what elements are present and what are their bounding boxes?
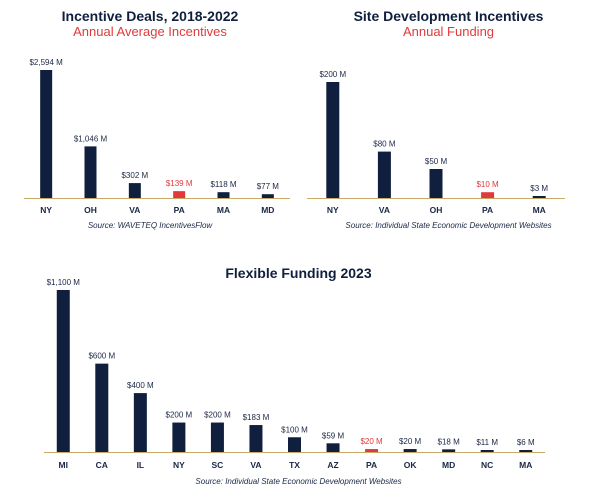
value-label-oh: $1,046 M	[74, 134, 108, 143]
bar-nc	[480, 450, 494, 452]
bar-pa	[365, 449, 379, 452]
category-label-sc: SC	[212, 460, 224, 470]
value-label-md: $18 M	[438, 437, 461, 446]
category-label-pa: PA	[482, 205, 493, 215]
bar-ma	[519, 450, 533, 452]
value-label-va: $302 M	[121, 171, 148, 180]
chart-source: Source: WAVETEQ IncentivesFlow	[87, 221, 213, 230]
bar-ok	[403, 449, 417, 452]
value-label-pa: $139 M	[166, 179, 193, 188]
category-label-mi: MI	[59, 460, 68, 470]
chart-source: Source: Individual State Economic Develo…	[345, 221, 552, 230]
chart-title: Flexible Funding 2023	[225, 265, 372, 281]
chart-flexible-funding: Flexible Funding 2023 $1,100 M MI $600 M CA…	[0, 255, 597, 495]
category-label-pa: PA	[366, 460, 377, 470]
chart-site-development: Site Development Incentives Annual Fundi…	[300, 0, 597, 245]
value-label-ma: $118 M	[210, 180, 236, 189]
bar-pa	[173, 191, 186, 198]
category-label-az: AZ	[327, 460, 338, 470]
bar-il	[133, 393, 147, 452]
value-label-va: $80 M	[373, 140, 396, 149]
category-label-ny: NY	[173, 460, 185, 470]
chart-title: Site Development Incentives	[353, 8, 544, 24]
category-label-ok: OK	[404, 460, 418, 470]
value-label-ny: $200 M	[166, 411, 193, 420]
bar-ma	[532, 196, 546, 198]
value-label-pa: $20 M	[360, 437, 383, 446]
bar-sc	[210, 422, 224, 452]
value-label-ca: $600 M	[88, 352, 115, 361]
bar-md	[442, 449, 456, 452]
value-label-il: $400 M	[127, 381, 154, 390]
bar-ny	[326, 82, 340, 198]
chart-subtitle: Annual Average Incentives	[73, 24, 227, 39]
category-label-tx: TX	[289, 460, 300, 470]
bar-oh	[84, 146, 97, 198]
value-label-ok: $20 M	[399, 437, 422, 446]
bar-chart-svg: $1,100 M MI $600 M CA $400 M IL $200 M NY $200 M…	[44, 278, 545, 470]
category-label-oh: OH	[84, 205, 97, 215]
value-label-tx: $100 M	[281, 425, 308, 434]
category-label-il: IL	[137, 460, 145, 470]
category-label-va: VA	[129, 205, 140, 215]
value-label-mi: $1,100 M	[47, 278, 81, 287]
bar-oh	[429, 169, 443, 198]
value-label-oh: $50 M	[425, 157, 448, 166]
category-label-nc: NC	[481, 460, 493, 470]
bar-ny	[40, 70, 53, 198]
category-label-md: MD	[261, 205, 274, 215]
category-label-ny: NY	[40, 205, 52, 215]
value-label-pa: $10 M	[476, 180, 499, 189]
chart-incentive-deals: Incentive Deals, 2018-2022 Annual Averag…	[0, 0, 300, 245]
bar-tx	[288, 437, 301, 452]
value-label-va: $183 M	[243, 413, 270, 422]
bar-chart-svg: $200 M NY $80 M VA $50 M OH $10 M PA $3 M MA	[307, 70, 565, 215]
bar-chart-svg: $2,594 M NY $1,046 M OH $302 M VA $139 M PA $118…	[24, 58, 290, 215]
category-label-ny: NY	[327, 205, 339, 215]
value-label-az: $59 M	[322, 431, 345, 440]
value-label-ny: $2,594 M	[29, 58, 63, 67]
bar-ma	[217, 192, 230, 198]
value-label-ma: $3 M	[530, 184, 548, 193]
bar-pa	[481, 192, 495, 198]
bar-va	[128, 183, 141, 198]
bar-va	[377, 151, 391, 198]
chart-title: Incentive Deals, 2018-2022	[61, 8, 239, 24]
chart-source: Source: Individual State Economic Develo…	[195, 477, 402, 486]
value-label-ma: $6 M	[517, 438, 535, 447]
category-label-ca: CA	[96, 460, 108, 470]
bar-az	[326, 443, 340, 452]
category-label-ma: MA	[217, 205, 230, 215]
value-label-sc: $200 M	[204, 411, 231, 420]
bar-va	[249, 425, 263, 452]
category-label-pa: PA	[174, 205, 185, 215]
bar-ca	[95, 363, 109, 452]
bar-mi	[56, 290, 70, 452]
value-label-nc: $11 M	[476, 438, 498, 447]
category-label-md: MD	[442, 460, 455, 470]
value-label-md: $77 M	[257, 182, 280, 191]
chart-subtitle: Annual Funding	[402, 24, 495, 39]
category-label-ma: MA	[533, 205, 546, 215]
bar-ny	[172, 422, 186, 452]
category-label-ma: MA	[519, 460, 532, 470]
category-label-va: VA	[379, 205, 390, 215]
category-label-va: VA	[250, 460, 261, 470]
category-label-oh: OH	[430, 205, 443, 215]
value-label-ny: $200 M	[319, 70, 346, 79]
bar-md	[261, 194, 274, 198]
